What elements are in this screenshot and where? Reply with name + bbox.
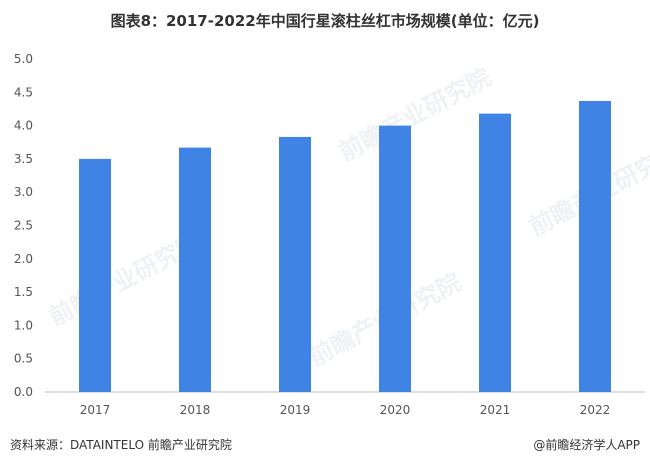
y-tick-label: 4.0 <box>14 119 33 133</box>
y-tick-label: 3.0 <box>14 185 33 199</box>
x-tick-label: 2019 <box>280 403 311 417</box>
bar-2019 <box>279 136 311 392</box>
chart-title: 图表8：2017-2022年中国行星滚柱丝杠市场规模(单位：亿元) <box>110 12 540 30</box>
bar-2018 <box>179 147 211 392</box>
y-tick-label: 2.5 <box>14 219 33 233</box>
y-tick-label: 1.5 <box>14 285 33 299</box>
x-tick-label: 2022 <box>580 403 611 417</box>
y-tick-label: 2.0 <box>14 252 33 266</box>
y-tick-label: 0.0 <box>14 385 33 399</box>
y-tick-label: 4.5 <box>14 85 33 99</box>
source-note: 资料来源：DATAINTELO 前瞻产业研究院 <box>10 438 232 452</box>
x-tick-label: 2021 <box>480 403 511 417</box>
y-tick-label: 0.5 <box>14 352 33 366</box>
bar-2017 <box>79 158 111 392</box>
y-tick-label: 5.0 <box>14 52 33 66</box>
x-tick-label: 2018 <box>180 403 211 417</box>
brand-credit: @前瞻经济学人APP <box>533 438 640 452</box>
bar-2020 <box>379 125 411 392</box>
bar-2021 <box>479 113 511 392</box>
y-tick-label: 1.0 <box>14 318 33 332</box>
y-tick-label: 3.5 <box>14 152 33 166</box>
bar-2022 <box>579 100 611 392</box>
x-tick-label: 2017 <box>80 403 111 417</box>
x-tick-label: 2020 <box>380 403 411 417</box>
